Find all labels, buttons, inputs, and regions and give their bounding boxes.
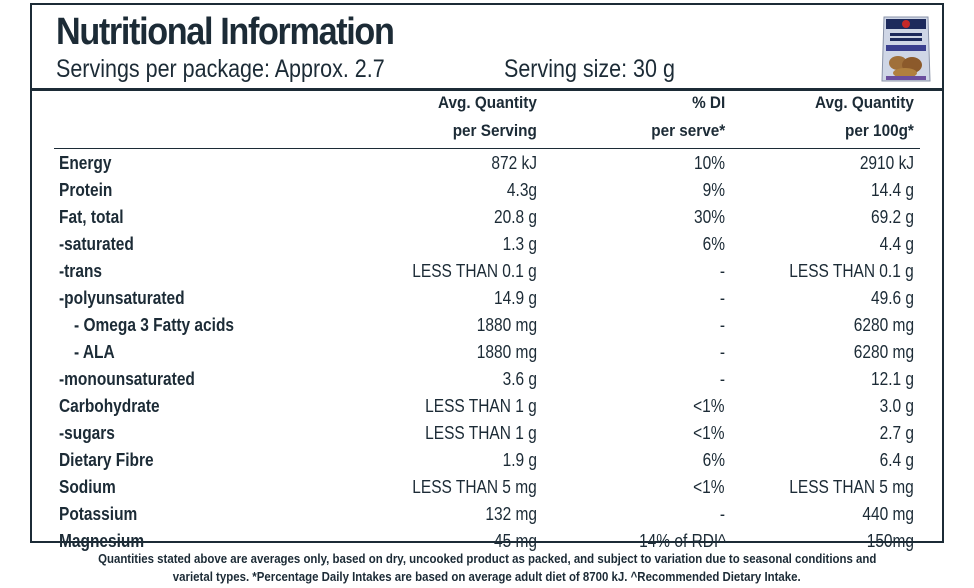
footnote-line-2: varietal types. *Percentage Daily Intake… [173, 569, 801, 584]
page-title: Nutritional Information [56, 11, 395, 53]
row-daily-intake: <1% [693, 423, 725, 443]
table-row: -sugars LESS THAN 1 g <1% 2.7 g [32, 420, 942, 447]
row-daily-intake: 6% [702, 450, 725, 470]
row-per-100g: 6.4 g [879, 450, 914, 470]
row-label: Protein [59, 180, 113, 200]
table-row: Carbohydrate LESS THAN 1 g <1% 3.0 g [32, 393, 942, 420]
table-row: -monounsaturated 3.6 g - 12.1 g [32, 366, 942, 393]
row-per-serving: LESS THAN 0.1 g [412, 261, 537, 281]
row-per-100g: 49.6 g [870, 288, 914, 308]
row-daily-intake: 10% [694, 153, 725, 173]
row-label: -saturated [59, 234, 134, 254]
row-label: Fat, total [59, 207, 124, 227]
row-label: - ALA [74, 342, 115, 362]
row-per-serving: 4.3g [506, 180, 537, 200]
header-per-serving: Avg. Quantity per Serving [438, 93, 537, 140]
row-per-100g: LESS THAN 5 mg [789, 477, 914, 497]
row-per-100g: 2910 kJ [859, 153, 914, 173]
row-per-100g: 4.4 g [879, 234, 914, 254]
row-daily-intake: 6% [702, 234, 725, 254]
table-row: Magnesium 45 mg 14% of RDI^ 150mg [32, 528, 942, 555]
row-per-100g: 3.0 g [879, 396, 914, 416]
row-label: Carbohydrate [59, 396, 160, 416]
row-per-serving: LESS THAN 5 mg [412, 477, 537, 497]
row-daily-intake: 30% [694, 207, 725, 227]
row-daily-intake: - [719, 261, 725, 281]
row-per-100g: 440 mg [862, 504, 914, 524]
row-label: - Omega 3 Fatty acids [74, 315, 235, 335]
row-daily-intake: <1% [693, 396, 725, 416]
row-per-serving: 3.6 g [502, 369, 537, 389]
row-per-serving: 1.3 g [502, 234, 537, 254]
row-per-100g: 150mg [866, 531, 914, 551]
header-per-100g: Avg. Quantity per 100g* [815, 93, 914, 140]
row-daily-intake: 9% [702, 180, 725, 200]
row-daily-intake: 14% of RDI^ [638, 531, 725, 551]
row-per-serving: 1.9 g [502, 450, 537, 470]
row-per-serving: LESS THAN 1 g [425, 396, 537, 416]
table-row: -polyunsaturated 14.9 g - 49.6 g [32, 285, 942, 312]
row-daily-intake: - [719, 315, 725, 335]
row-label: -monounsaturated [59, 369, 195, 389]
nutrition-panel: Nutritional Information Servings per pac… [30, 3, 944, 551]
row-per-serving: 20.8 g [493, 207, 537, 227]
row-daily-intake: - [719, 342, 725, 362]
row-per-100g: 69.2 g [870, 207, 914, 227]
table-row: - ALA 1880 mg - 6280 mg [32, 339, 942, 366]
table-row: - Omega 3 Fatty acids 1880 mg - 6280 mg [32, 312, 942, 339]
footnote-line-1: Quantities stated above are averages onl… [97, 551, 877, 566]
row-daily-intake: - [719, 504, 725, 524]
row-per-100g: 6280 mg [853, 315, 914, 335]
table-row: -trans LESS THAN 0.1 g - LESS THAN 0.1 g [32, 258, 942, 285]
row-per-serving: 132 mg [485, 504, 537, 524]
servings-per-package: Servings per package: Approx. 2.7 [56, 55, 385, 83]
row-per-serving: 872 kJ [491, 153, 537, 173]
header-divider [32, 88, 942, 91]
table-row: Energy 872 kJ 10% 2910 kJ [32, 150, 942, 177]
row-daily-intake: - [719, 369, 725, 389]
row-label: Sodium [59, 477, 116, 497]
row-per-serving: 14.9 g [493, 288, 537, 308]
row-per-serving: 45 mg [493, 531, 537, 551]
row-daily-intake: <1% [693, 477, 725, 497]
row-daily-intake: - [719, 288, 725, 308]
row-label: Magnesium [59, 531, 145, 551]
table-divider [54, 148, 920, 149]
row-per-serving: 1880 mg [476, 315, 537, 335]
row-label: Dietary Fibre [59, 450, 154, 470]
table-row: Potassium 132 mg - 440 mg [32, 501, 942, 528]
row-per-100g: 14.4 g [870, 180, 914, 200]
row-per-100g: 2.7 g [879, 423, 914, 443]
table-row: Fat, total 20.8 g 30% 69.2 g [32, 204, 942, 231]
row-label: -sugars [59, 423, 115, 443]
walnut-package-icon [881, 16, 931, 82]
table-row: Dietary Fibre 1.9 g 6% 6.4 g [32, 447, 942, 474]
row-per-serving: 1880 mg [476, 342, 537, 362]
row-per-serving: LESS THAN 1 g [425, 423, 537, 443]
table-row: Protein 4.3g 9% 14.4 g [32, 177, 942, 204]
row-label: -polyunsaturated [59, 288, 185, 308]
table-row: Sodium LESS THAN 5 mg <1% LESS THAN 5 mg [32, 474, 942, 501]
row-per-100g: LESS THAN 0.1 g [789, 261, 914, 281]
row-per-100g: 12.1 g [870, 369, 914, 389]
table-row: -saturated 1.3 g 6% 4.4 g [32, 231, 942, 258]
row-label: Energy [59, 153, 112, 173]
row-label: -trans [59, 261, 103, 281]
serving-size: Serving size: 30 g [504, 55, 675, 83]
header-di: % DI per serve* [650, 93, 725, 140]
row-label: Potassium [59, 504, 138, 524]
row-per-100g: 6280 mg [853, 342, 914, 362]
